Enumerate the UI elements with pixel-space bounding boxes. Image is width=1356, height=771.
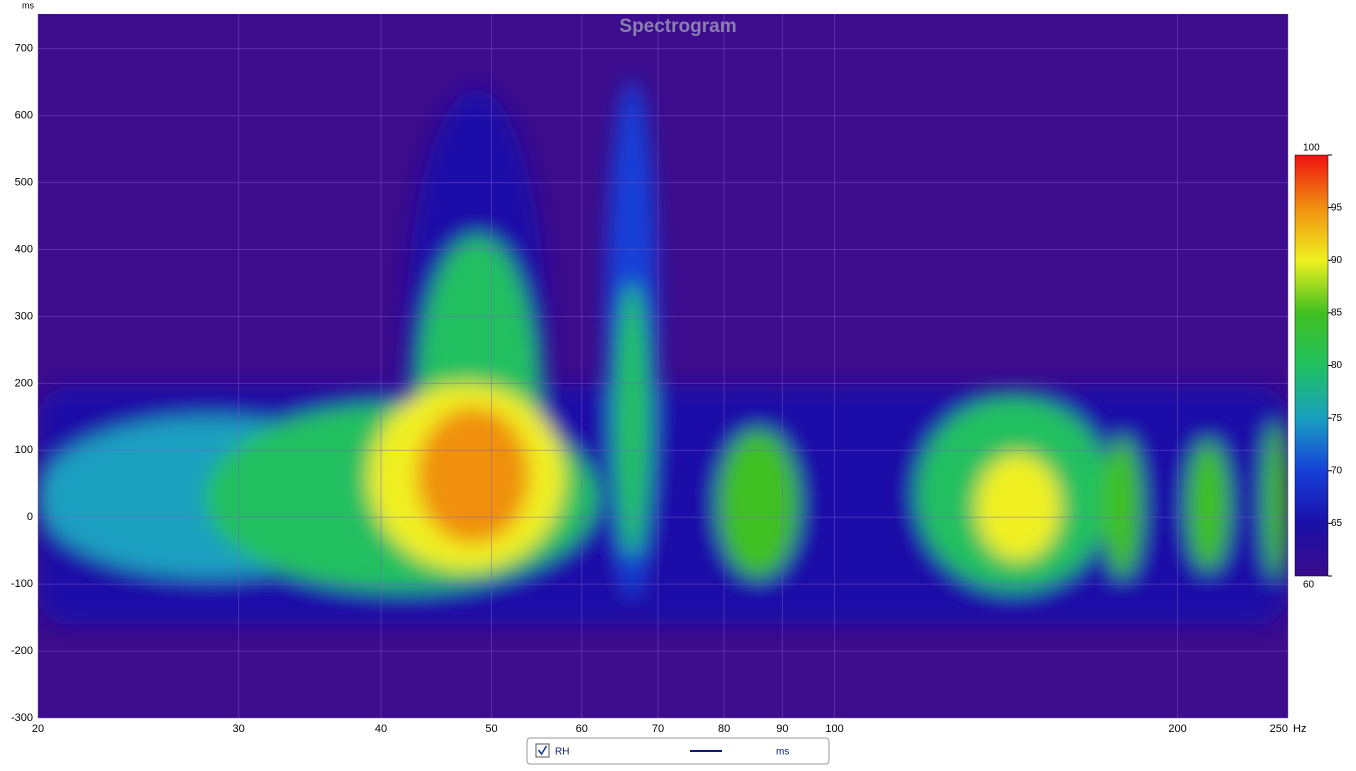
x-tick-label: 250: [1270, 723, 1288, 735]
y-tick-label: -200: [11, 645, 33, 657]
legend: RH ms: [526, 737, 830, 765]
surface-region: [613, 283, 651, 558]
x-tick-label: 80: [718, 723, 730, 735]
colorbar-tick-label: 60: [1303, 580, 1315, 591]
legend-unit: ms: [776, 747, 789, 758]
y-tick-label: 500: [15, 177, 33, 189]
x-tick-label: 40: [375, 723, 387, 735]
colorbar-tick-label: 95: [1331, 202, 1343, 213]
x-tick-label: 20: [32, 723, 44, 735]
y-tick-label: -100: [11, 578, 33, 590]
surface: [38, 78, 1288, 625]
x-tick-label: 30: [233, 723, 245, 735]
colorbar-tick-label: 90: [1331, 255, 1343, 266]
surface-region: [416, 406, 530, 545]
colorbar: [1294, 154, 1329, 577]
colorbar-tick-label: 80: [1331, 360, 1343, 371]
surface-region: [975, 453, 1061, 561]
y-tick-label: 200: [15, 377, 33, 389]
y-tick-label: -300: [11, 712, 33, 724]
colorbar-tick-label: 85: [1331, 308, 1343, 319]
colorbar-tick-label: 100: [1303, 143, 1320, 154]
x-axis-label: Hz: [1293, 723, 1306, 735]
x-tick-label: 100: [825, 723, 843, 735]
surface-region: [717, 430, 799, 578]
x-tick-label: 90: [776, 723, 788, 735]
colorbar-tick-label: 75: [1331, 413, 1343, 424]
y-tick-label: 100: [15, 444, 33, 456]
y-tick-label: 400: [15, 243, 33, 255]
surface-region: [1102, 436, 1142, 578]
legend-box: [526, 737, 830, 765]
y-tick-label: 700: [15, 43, 33, 55]
surface-region: [1187, 440, 1230, 571]
legend-label: RH: [555, 747, 569, 758]
y-tick-label: 600: [15, 110, 33, 122]
check-mark: [537, 745, 548, 756]
x-tick-label: 70: [652, 723, 664, 735]
x-tick-label: 200: [1168, 723, 1186, 735]
y-axis-label: ms: [22, 0, 34, 10]
y-tick-label: 300: [15, 310, 33, 322]
colorbar-tick-label: 65: [1331, 518, 1343, 529]
surface-region: [1263, 423, 1288, 578]
x-tick-label: 60: [576, 723, 588, 735]
colorbar-tick-label: 70: [1331, 465, 1343, 476]
x-tick-label: 50: [485, 723, 497, 735]
y-tick-label: 0: [27, 511, 33, 523]
chart-title: Spectrogram: [619, 16, 736, 37]
grid: [37, 14, 1289, 719]
